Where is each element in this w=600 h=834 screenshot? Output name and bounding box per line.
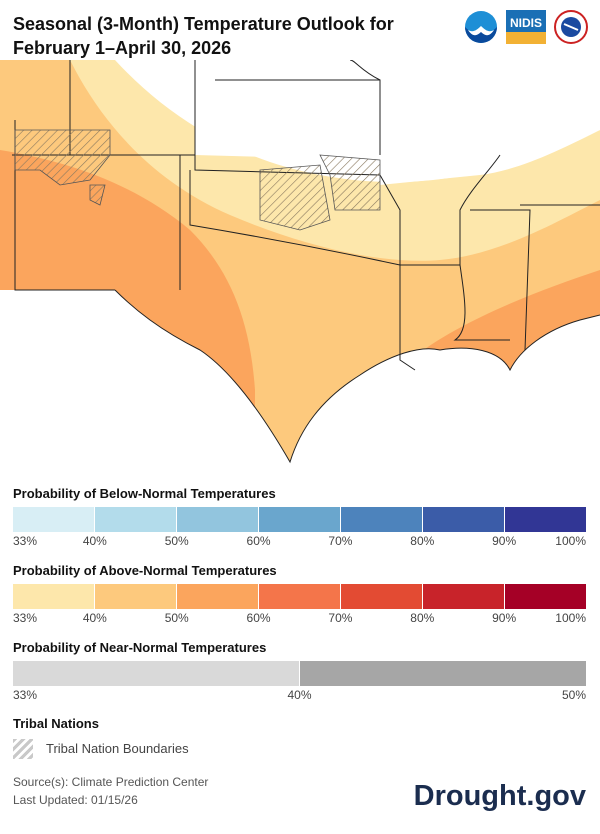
tribal-area-oklahoma (259, 164, 331, 231)
noaa-logo (465, 11, 497, 43)
near-normal-legend-title: Probability of Near-Normal Temperatures (13, 640, 267, 655)
logos: NIDIS (464, 10, 588, 44)
below-normal-color-bar (13, 507, 586, 532)
above-normal-color-bar (13, 584, 586, 609)
above-tick-label: 90% (492, 611, 517, 625)
above-tick-label: 80% (410, 611, 435, 625)
title-line-2: February 1–April 30, 2026 (13, 38, 232, 58)
near-tick-label: 33% (13, 688, 38, 702)
mexico-and-gulf (0, 290, 600, 470)
below-swatch-5 (423, 507, 505, 532)
below-swatch-1 (95, 507, 177, 532)
last-updated-text: Last Updated: 01/15/26 (13, 793, 138, 807)
above-tick-label: 70% (328, 611, 353, 625)
north-outside-region (195, 60, 600, 185)
near-swatch-0 (13, 661, 300, 686)
tribal-area-nm (89, 184, 106, 206)
temperature-outlook-map (0, 60, 600, 470)
above-tick-label: 40% (82, 611, 107, 625)
above-swatch-4 (341, 584, 423, 609)
above-swatch-5 (423, 584, 505, 609)
below-tick-label: 40% (82, 534, 107, 548)
near-tick-label: 40% (287, 688, 312, 702)
tribal-nation-areas (14, 129, 381, 231)
near-normal-color-bar (13, 661, 586, 686)
page-title: Seasonal (3-Month) Temperature Outlook f… (13, 12, 433, 60)
above-swatch-0 (13, 584, 95, 609)
above-normal-ticks: 33% 40% 50% 60% 70% 80% 90% 100% (13, 611, 586, 625)
below-tick-label: 80% (410, 534, 435, 548)
below-tick-label: 60% (246, 534, 271, 548)
below-swatch-6 (505, 507, 586, 532)
source-text: Source(s): Climate Prediction Center (13, 775, 209, 789)
tribal-area-navajo (14, 129, 111, 186)
nidis-logo: NIDIS (506, 10, 546, 44)
below-tick-label: 90% (492, 534, 517, 548)
nws-logo (554, 10, 588, 44)
tribal-legend-title: Tribal Nations (13, 716, 99, 731)
above-tick-label: 33% (13, 611, 38, 625)
tribal-hatch-swatch (13, 739, 33, 759)
below-swatch-4 (341, 507, 423, 532)
below-tick-label: 50% (164, 534, 189, 548)
below-tick-label: 100% (555, 534, 586, 548)
near-swatch-1 (300, 661, 586, 686)
below-swatch-3 (259, 507, 341, 532)
below-normal-ticks: 33% 40% 50% 60% 70% 80% 90% 100% (13, 534, 586, 548)
below-normal-legend-title: Probability of Below-Normal Temperatures (13, 486, 276, 501)
drought-gov-logo: Drought.gov (413, 780, 586, 812)
above-tick-label: 50% (164, 611, 189, 625)
below-tick-label: 70% (328, 534, 353, 548)
below-tick-label: 33% (13, 534, 38, 548)
above-tick-label: 60% (246, 611, 271, 625)
below-swatch-0 (13, 507, 95, 532)
svg-text:NIDIS: NIDIS (510, 16, 542, 30)
above-swatch-3 (259, 584, 341, 609)
below-swatch-2 (177, 507, 259, 532)
title-line-1: Seasonal (3-Month) Temperature Outlook f… (13, 14, 394, 34)
non-land-mask (0, 60, 600, 470)
above-swatch-6 (505, 584, 586, 609)
above-swatch-1 (95, 584, 177, 609)
near-tick-label: 50% (561, 688, 586, 702)
near-normal-ticks: 33% 40% 50% (13, 688, 586, 702)
tribal-legend-label: Tribal Nation Boundaries (46, 741, 189, 756)
coastline (114, 289, 600, 464)
tribal-area-northeast-oklahoma (319, 154, 381, 211)
above-swatch-2 (177, 584, 259, 609)
above-tick-label: 100% (555, 611, 586, 625)
above-normal-legend-title: Probability of Above-Normal Temperatures (13, 563, 277, 578)
